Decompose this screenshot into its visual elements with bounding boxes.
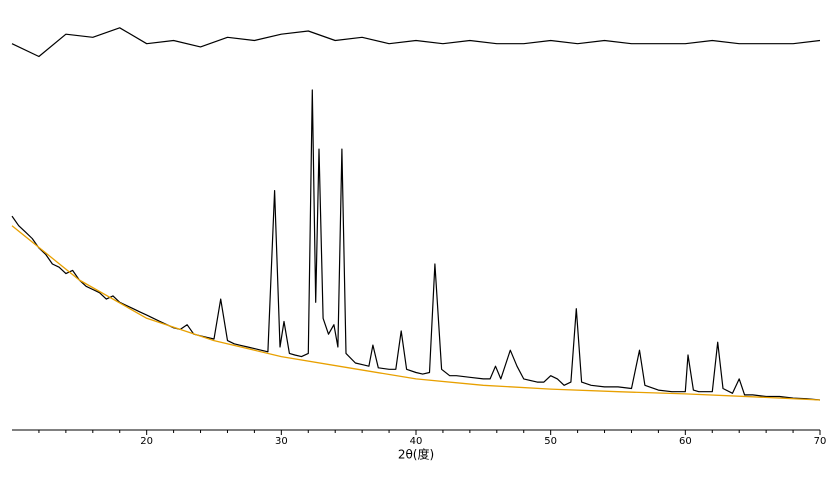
series-line [11,225,821,401]
x-tick-label: 40 [410,436,423,447]
x-tick-label: 60 [679,436,692,447]
x-tick-label: 50 [544,436,557,447]
series-line [11,89,821,401]
x-tick-label: 20 [140,436,153,447]
series-line [11,27,821,58]
x-tick-label: 30 [275,436,288,447]
x-axis-label: 2θ(度) [398,447,434,462]
x-tick-label: 70 [814,436,827,447]
